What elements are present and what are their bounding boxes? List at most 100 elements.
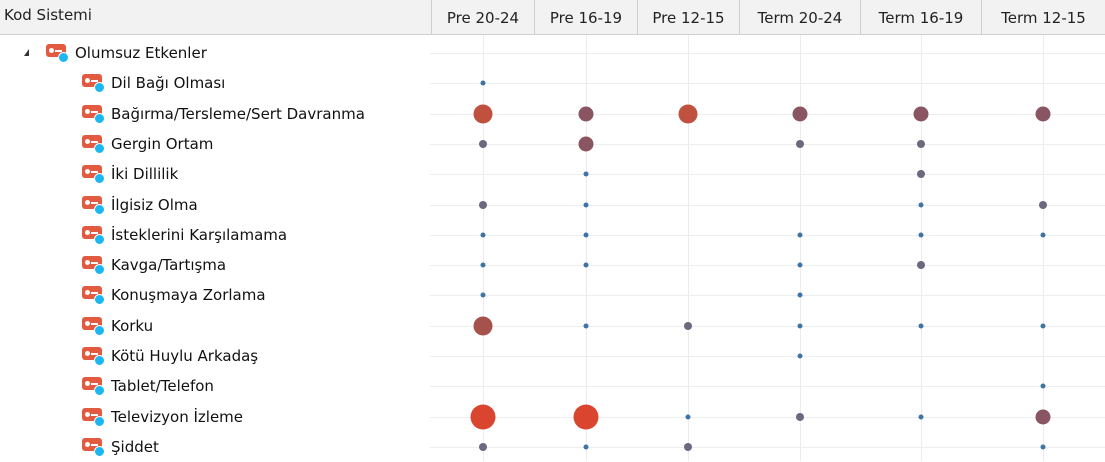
matrix-bubble[interactable] [583,171,589,177]
header-code-system[interactable]: Kod Sistemi [4,6,92,24]
column-header-1[interactable]: Pre 20-24 [431,0,534,35]
matrix-bubble[interactable] [479,443,487,451]
matrix-bubble[interactable] [917,261,925,269]
grid-hline [430,235,1105,236]
grid-hline [430,295,1105,296]
grid-vline [688,35,689,461]
grid-hline [430,265,1105,266]
matrix-bubble[interactable] [480,80,486,86]
matrix-bubble[interactable] [578,106,594,122]
matrix-bubble[interactable] [792,106,808,122]
tree-code-label: Kavga/Tartışma [111,256,227,275]
matrix-bubble[interactable] [797,232,803,238]
tree-code-row[interactable]: Gergin Ortam [82,129,213,159]
tree-code-label: İsteklerini Karşılamama [111,225,288,244]
matrix-bubble[interactable] [684,322,692,330]
code-tag-icon [82,376,106,397]
column-header-5[interactable]: Term 16-19 [860,0,981,35]
tree-code-row[interactable]: Şiddet [82,432,159,462]
tree-code-label: Gergin Ortam [111,134,214,153]
matrix-bubble[interactable] [917,140,925,148]
matrix-bubble[interactable] [473,316,493,336]
code-tag-icon [82,195,106,215]
tree-code-label: Şiddet [111,437,159,456]
grid-hline [430,144,1105,145]
tree-code-row[interactable]: Tablet/Telefon [82,371,214,401]
code-tag-icon [82,134,106,154]
tree-code-label: Kötü Huylu Arkadaş [111,347,259,365]
grid-hline [430,326,1105,327]
matrix-bubble[interactable] [583,444,589,450]
matrix-bubble[interactable] [479,201,487,209]
grid-hline [430,356,1105,357]
tree-code-row[interactable]: Kötü Huylu Arkadaş [82,341,258,371]
matrix-bubble[interactable] [1035,409,1051,425]
matrix-bubble[interactable] [1040,383,1046,389]
matrix-bubble[interactable] [583,232,589,238]
tree-code-row[interactable]: İki Dillilik [82,159,178,189]
matrix-bubble[interactable] [583,202,589,208]
matrix-bubble[interactable] [473,104,493,124]
matrix-bubble[interactable] [480,262,486,268]
matrix-bubble[interactable] [1035,106,1051,122]
matrix-bubble[interactable] [583,323,589,329]
code-tag-icon [46,43,70,63]
matrix-bubble[interactable] [470,404,496,430]
matrix-bubble[interactable] [917,170,925,178]
grid-vline [586,35,587,461]
matrix-bubble[interactable] [578,136,594,152]
code-tag-icon [82,164,106,185]
tree-code-row[interactable]: Bağırma/Tersleme/Sert Davranma [82,99,365,129]
column-header-4[interactable]: Term 20-24 [739,0,860,35]
matrix-bubble[interactable] [918,202,924,208]
matrix-bubble[interactable] [918,323,924,329]
matrix-bubble[interactable] [684,443,692,451]
grid-hline [430,174,1105,175]
tree-code-row[interactable]: İsteklerini Karşılamama [82,220,287,250]
grid-hline [430,417,1105,418]
collapse-toggle-icon[interactable] [24,49,29,56]
tree-parent-code[interactable]: Olumsuz Etkenler [46,38,207,68]
tree-code-row[interactable]: Dil Bağı Olması [82,68,225,98]
tree-code-row[interactable]: Korku [82,311,153,341]
matrix-bubble[interactable] [913,106,929,122]
tree-code-label: Tablet/Telefon [111,377,214,396]
matrix-bubble[interactable] [796,140,804,148]
matrix-bubble[interactable] [797,353,803,359]
code-tag-icon [82,104,106,124]
matrix-bubble[interactable] [918,414,924,420]
matrix-bubble[interactable] [479,140,487,148]
code-tag-icon [82,316,106,336]
tree-code-label: İki Dillilik [111,165,179,184]
tree-code-row[interactable]: Kavga/Tartışma [82,250,226,280]
matrix-bubble[interactable] [583,262,589,268]
column-header-3[interactable]: Pre 12-15 [637,0,739,35]
tree-code-row[interactable]: Televizyon İzleme [82,402,243,432]
matrix-header: Kod Sistemi Pre 20-24 Pre 16-19 Pre 12-15 T… [0,0,1105,35]
matrix-bubble[interactable] [1040,232,1046,238]
matrix-bubble[interactable] [1040,323,1046,329]
matrix-bubble[interactable] [797,292,803,298]
matrix-bubble[interactable] [573,404,599,430]
matrix-bubble[interactable] [480,292,486,298]
grid-hline [430,447,1105,448]
matrix-bubble[interactable] [796,413,804,421]
matrix-bubble[interactable] [1039,201,1047,209]
matrix-bubble[interactable] [685,414,691,420]
grid-hline [430,386,1105,387]
grid-hline [430,53,1105,54]
grid-hline [430,114,1105,115]
tree-code-row[interactable]: Konuşmaya Zorlama [82,280,266,310]
column-header-2[interactable]: Pre 16-19 [534,0,637,35]
matrix-bubble[interactable] [1040,444,1046,450]
matrix-bubble[interactable] [678,104,698,124]
tree-code-label: Televizyon İzleme [111,407,244,426]
matrix-bubble[interactable] [797,323,803,329]
matrix-bubble[interactable] [480,232,486,238]
matrix-bubble[interactable] [918,232,924,238]
code-tag-icon [82,225,106,245]
tree-code-row[interactable]: İlgisiz Olma [82,190,198,220]
column-header-6[interactable]: Term 12-15 [981,0,1105,35]
matrix-bubble[interactable] [797,262,803,268]
